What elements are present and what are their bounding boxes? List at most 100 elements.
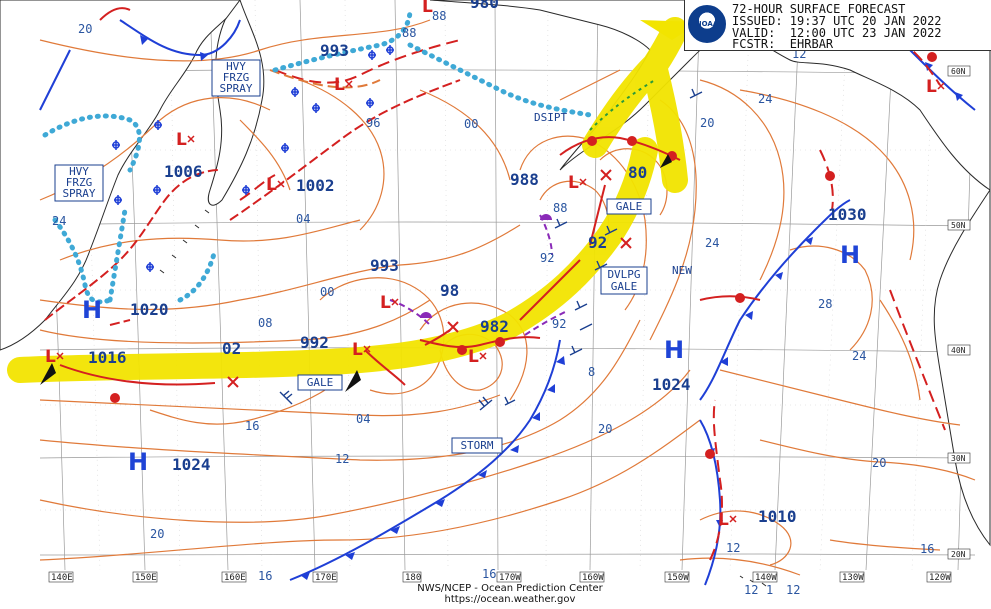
svg-text:24: 24 — [758, 92, 772, 106]
svg-text:FRZG: FRZG — [66, 176, 93, 189]
svg-text:16: 16 — [258, 569, 272, 583]
svg-text:GALE: GALE — [611, 280, 638, 293]
svg-text:GALE: GALE — [616, 200, 643, 213]
gale-box-1: GALE — [297, 374, 343, 391]
pressure-value: 1030 — [828, 205, 867, 224]
forecast-header: NOAA 72-HOUR SURFACE FORECAST ISSUED: 19… — [684, 0, 991, 51]
svg-text:24: 24 — [852, 349, 866, 363]
storm-box: STORM — [451, 437, 503, 454]
warm-front-bumps — [110, 52, 937, 459]
svg-text:140W: 140W — [755, 573, 777, 583]
svg-text:92: 92 — [540, 251, 554, 265]
svg-text:16: 16 — [482, 567, 496, 581]
svg-text:SPRAY: SPRAY — [219, 82, 252, 95]
svg-text:1: 1 — [766, 583, 773, 597]
svg-text:88: 88 — [402, 26, 416, 40]
pressure-value: 992 — [300, 333, 329, 352]
svg-text:160W: 160W — [582, 573, 604, 583]
svg-text:24: 24 — [705, 236, 719, 250]
ice-bordered-front — [44, 79, 461, 326]
dsipt-label: DSIPT — [534, 111, 567, 124]
low-center-symbol: L — [926, 77, 937, 97]
svg-text:160E: 160E — [224, 573, 246, 583]
pressure-value: 993 — [370, 256, 399, 275]
pressure-value: 1002 — [296, 176, 335, 195]
svg-text:04: 04 — [296, 212, 310, 226]
high-center-symbol: H — [664, 336, 684, 364]
svg-text:130W: 130W — [842, 573, 864, 583]
header-title: 72-HOUR SURFACE FORECAST — [732, 2, 906, 16]
header-forecaster: FCSTR: EHRBAR — [732, 37, 834, 51]
track-value: 80 — [628, 163, 647, 182]
svg-text:8: 8 — [588, 365, 595, 379]
svg-text:40N: 40N — [951, 346, 966, 355]
occluded-marks — [420, 214, 552, 318]
svg-text:DVLPG: DVLPG — [607, 268, 640, 281]
svg-text:20: 20 — [78, 22, 92, 36]
cold-fronts — [39, 19, 976, 586]
pressure-value: 1016 — [88, 348, 127, 367]
warning-boxes: HVY FRZG SPRAY HVY FRZG SPRAY GALE GALE … — [54, 59, 652, 454]
svg-text:92: 92 — [552, 317, 566, 331]
pressure-value: 1006 — [164, 162, 203, 181]
pressure-value: 1010 — [758, 507, 797, 526]
track-x-marks — [227, 169, 632, 388]
svg-text:04: 04 — [356, 412, 370, 426]
svg-text:120W: 120W — [929, 573, 951, 583]
high-center-symbol: H — [82, 296, 102, 324]
header-issued: ISSUED: 19:37 UTC 20 JAN 2022 — [732, 14, 942, 28]
longitude-labels: 140E 150E 160E 170E 180 170W 160W 150W 1… — [48, 571, 952, 583]
svg-text:88: 88 — [432, 9, 446, 23]
north-america-coast — [933, 188, 991, 547]
warm-fronts — [99, 7, 761, 349]
svg-text:12: 12 — [335, 452, 349, 466]
svg-text:60N: 60N — [951, 67, 966, 76]
credit-url[interactable]: https://ocean.weather.gov — [444, 594, 576, 605]
track-value: 98 — [440, 281, 459, 300]
freezing-spray-symbols — [112, 45, 394, 272]
svg-text:30N: 30N — [951, 454, 966, 463]
svg-text:FRZG: FRZG — [223, 71, 250, 84]
track-value: 92 — [588, 233, 607, 252]
low-center-symbol: L — [45, 347, 56, 367]
svg-text:GALE: GALE — [307, 376, 334, 389]
pressure-value: 988 — [510, 170, 539, 189]
svg-text:150E: 150E — [135, 573, 157, 583]
black-wind-flags — [40, 154, 672, 392]
low-center-symbol: L — [266, 175, 277, 195]
svg-text:50N: 50N — [951, 221, 966, 230]
track-values: 02 98 92 80 — [222, 163, 647, 358]
svg-text:180: 180 — [405, 573, 421, 583]
svg-text:12: 12 — [726, 541, 740, 555]
low-center-symbol: L — [422, 0, 433, 17]
svg-text:20: 20 — [700, 116, 714, 130]
pressure-value: 1020 — [130, 300, 169, 319]
high-centers: H H H H — [82, 241, 860, 476]
new-label: NEW — [672, 264, 692, 277]
pressure-value: 993 — [320, 41, 349, 60]
svg-text:HVY: HVY — [226, 60, 246, 73]
svg-text:SPRAY: SPRAY — [62, 187, 95, 200]
dissipating-front — [589, 79, 656, 131]
svg-text:150W: 150W — [667, 573, 689, 583]
svg-text:96: 96 — [366, 116, 380, 130]
svg-text:STORM: STORM — [460, 439, 493, 452]
svg-text:16: 16 — [920, 542, 934, 556]
low-center-symbol: L — [334, 75, 345, 95]
svg-text:00: 00 — [464, 117, 478, 131]
svg-text:24: 24 — [52, 214, 66, 228]
header-valid: VALID: 12:00 UTC 23 JAN 2022 — [732, 26, 942, 40]
low-x-marks — [56, 80, 945, 523]
high-center-symbol: H — [128, 448, 148, 476]
pressure-value: 980 — [470, 0, 499, 12]
svg-text:170E: 170E — [315, 573, 337, 583]
low-center-symbol: L — [352, 340, 363, 360]
pressure-value: 1024 — [652, 375, 691, 394]
svg-text:00: 00 — [320, 285, 334, 299]
dvlpg-gale-box: DVLPG GALE — [600, 266, 648, 295]
troughs-dotted — [269, 69, 381, 89]
svg-text:12: 12 — [744, 583, 758, 597]
svg-text:08: 08 — [258, 316, 272, 330]
low-center-symbol: L — [568, 173, 579, 193]
